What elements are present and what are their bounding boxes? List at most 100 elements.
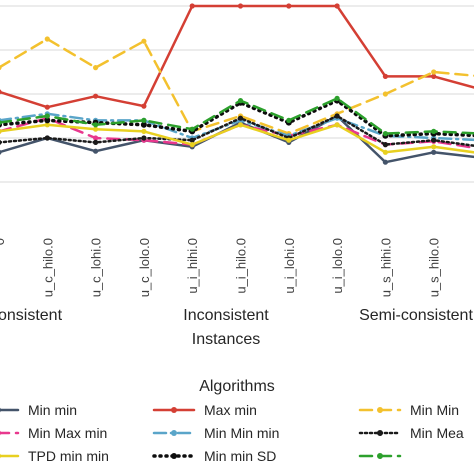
x-tick-label: 0 [0,238,7,245]
data-point [237,3,244,9]
grid-lines [0,5,474,183]
data-point [44,36,50,42]
legend-marker [0,430,1,436]
data-point [189,142,195,148]
data-point [140,121,147,128]
data-point [237,98,244,104]
data-point [0,129,2,134]
legend-marker [171,453,177,459]
legend-label: Min min SD [204,448,276,464]
legend-label: Min Min min [204,425,279,441]
data-point [382,91,388,97]
legend-marker [377,453,383,459]
data-point [0,140,2,145]
x-tick-label: u_i_lolo.0 [330,238,345,294]
legend-item: Min min [0,402,77,418]
series-line [0,97,474,135]
data-point [0,89,2,95]
data-point [141,103,147,109]
legend-item: Min Min [358,402,459,418]
x-tick-label: u_c_lolo.0 [137,238,152,297]
group-label: Semi-consistent [359,307,473,324]
x-tick-label: u_i_lohi.0 [282,238,297,294]
data-point [141,135,147,141]
data-point [0,149,2,155]
data-point [431,73,437,79]
legend-marker [377,407,383,413]
legend-marker [0,453,1,459]
data-point [431,128,437,134]
legend-label: Min Mea [410,425,464,441]
data-point [286,3,292,9]
data-point [237,122,244,128]
legend-marker [171,407,177,413]
legend-label: TPD min min [28,448,109,464]
legend-label: Min min [28,402,77,418]
data-point [382,149,388,155]
x-tick-label: u_i_hihi.0 [185,238,200,294]
x-tick-label: u_c_lohi.0 [89,238,104,297]
data-point [286,137,292,143]
legend-marker [0,407,1,413]
series-5 [0,113,474,148]
group-labels: onsistent Inconsistent Semi-consistent [0,307,473,324]
legend-marker [377,430,383,436]
x-tick-label: u_i_hilo.0 [234,238,249,294]
series-line [0,123,474,154]
x-tick-label: u_s_hilo.0 [427,238,442,297]
legend-title: Algorithms [199,378,275,395]
legend-item: Min Min min [152,425,279,441]
legend-label: Min Min [410,402,459,418]
data-point [44,122,50,128]
data-point [141,117,147,123]
data-point [0,120,2,125]
data-point [431,144,437,150]
series-6 [0,122,474,155]
data-point [237,115,244,121]
data-point [44,117,51,124]
data-point [286,117,292,123]
legend-item: Min min SD [152,448,276,464]
data-point [44,104,50,110]
data-point [93,135,99,141]
legend-item [358,453,402,459]
data-point [382,159,388,165]
data-point [141,38,147,44]
data-point [334,113,340,119]
group-label: onsistent [0,307,63,324]
legend-item: Min Mea [358,425,464,441]
data-point [382,142,388,148]
series-8 [0,95,474,137]
series-line [0,116,474,149]
series-line [0,98,474,138]
data-point [382,73,388,79]
legend: Min min Max min Min Min Min Max min Min Min … [0,402,464,464]
x-axis-title: Instances [192,331,260,348]
x-tick-labels: 0 u_c_hilo.0 u_c_lohi.0 u_c_lolo.0 u_i_hihi.… [0,238,442,297]
data-point [93,93,99,99]
data-point [93,126,99,132]
series-lines [0,3,474,165]
legend-marker [171,430,177,436]
data-point [93,65,99,71]
data-point [93,148,99,154]
legend-label: Min Max min [28,425,107,441]
data-point [93,139,99,145]
data-point [189,137,195,143]
legend-label: Max min [204,402,257,418]
data-point [189,3,195,9]
series-line [0,37,474,135]
series-1 [0,3,474,110]
data-point [44,113,50,119]
data-point [334,3,340,9]
data-point [141,128,147,134]
legend-item: Min Max min [0,425,107,441]
x-tick-label: u_s_hihi.0 [378,238,393,297]
group-label: Inconsistent [183,307,269,324]
series-line [0,4,474,109]
data-point [431,69,437,75]
data-point [431,137,437,143]
data-point [431,149,437,155]
x-tick-label: u_c_hilo.0 [40,238,55,297]
